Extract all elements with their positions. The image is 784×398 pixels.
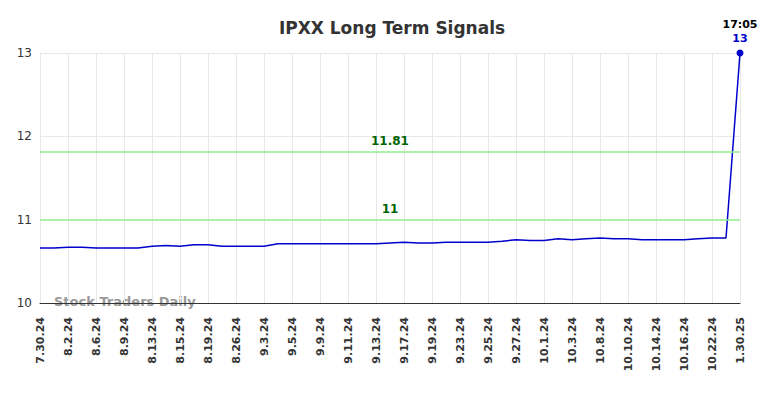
svg-text:8.15.24: 8.15.24 bbox=[174, 317, 187, 364]
svg-text:9.19.24: 9.19.24 bbox=[426, 317, 439, 364]
svg-text:9.3.24: 9.3.24 bbox=[258, 317, 271, 356]
svg-text:11: 11 bbox=[17, 213, 32, 227]
svg-text:10: 10 bbox=[17, 296, 32, 310]
svg-text:10.16.24: 10.16.24 bbox=[678, 317, 691, 372]
svg-text:10.10.24: 10.10.24 bbox=[622, 317, 635, 372]
svg-text:9.23.24: 9.23.24 bbox=[454, 317, 467, 364]
svg-text:9.17.24: 9.17.24 bbox=[398, 317, 411, 364]
svg-text:9.9.24: 9.9.24 bbox=[314, 317, 327, 356]
svg-text:10.3.24: 10.3.24 bbox=[566, 317, 579, 364]
svg-text:9.25.24: 9.25.24 bbox=[482, 317, 495, 364]
svg-text:13: 13 bbox=[732, 32, 747, 45]
svg-text:9.11.24: 9.11.24 bbox=[342, 317, 355, 364]
svg-text:10.1.24: 10.1.24 bbox=[538, 317, 551, 364]
svg-text:8.26.24: 8.26.24 bbox=[230, 317, 243, 364]
svg-text:8.9.24: 8.9.24 bbox=[118, 317, 131, 356]
svg-text:9.5.24: 9.5.24 bbox=[286, 317, 299, 356]
svg-text:10.22.24: 10.22.24 bbox=[706, 317, 719, 372]
svg-text:8.6.24: 8.6.24 bbox=[90, 317, 103, 356]
svg-text:10.14.24: 10.14.24 bbox=[650, 317, 663, 372]
svg-text:IPXX Long Term Signals: IPXX Long Term Signals bbox=[279, 18, 505, 38]
svg-text:7.30.24: 7.30.24 bbox=[34, 317, 47, 364]
svg-text:12: 12 bbox=[17, 129, 32, 143]
svg-text:8.13.24: 8.13.24 bbox=[146, 317, 159, 364]
svg-text:10.8.24: 10.8.24 bbox=[594, 317, 607, 364]
svg-text:9.13.24: 9.13.24 bbox=[370, 317, 383, 364]
svg-text:11.81: 11.81 bbox=[371, 134, 409, 148]
svg-text:11: 11 bbox=[382, 202, 399, 216]
svg-text:8.19.24: 8.19.24 bbox=[202, 317, 215, 364]
svg-text:13: 13 bbox=[17, 46, 32, 60]
svg-text:9.27.24: 9.27.24 bbox=[510, 317, 523, 364]
svg-text:8.2.24: 8.2.24 bbox=[62, 317, 75, 356]
svg-text:17:05: 17:05 bbox=[722, 18, 757, 31]
svg-text:Stock Traders Daily: Stock Traders Daily bbox=[54, 294, 196, 309]
svg-text:1.30.25: 1.30.25 bbox=[734, 317, 747, 364]
